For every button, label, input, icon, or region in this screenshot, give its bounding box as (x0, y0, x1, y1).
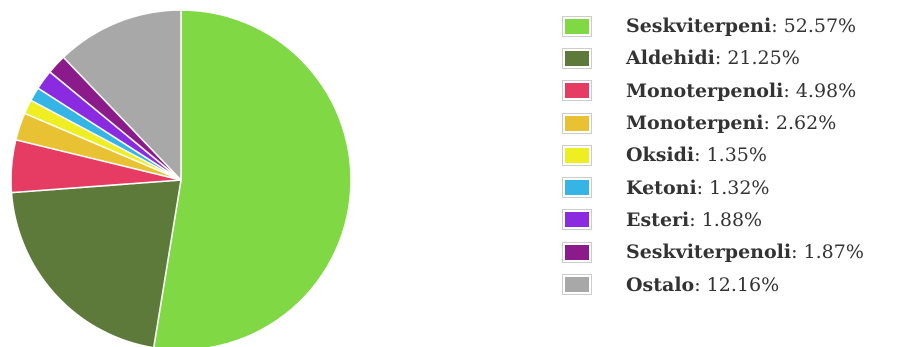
legend-value: : 1.88% (689, 208, 763, 231)
pie-slice-ostalo (62, 9, 182, 182)
legend-swatch-frame (562, 209, 592, 231)
pie-slice-seskviterpeni (153, 9, 352, 347)
legend-item-seskviterpenoli: Seskviterpenoli: 1.87% (562, 236, 864, 268)
legend-swatch (565, 212, 589, 228)
legend-item-monoterpenoli: Monoterpenoli: 4.98% (562, 75, 864, 107)
legend-item-ketoni: Ketoni: 1.32% (562, 171, 864, 203)
legend-item-aldehidi: Aldehidi: 21.25% (562, 42, 864, 74)
legend-entry: Oksidi: 1.35% (626, 144, 767, 166)
legend-swatch (565, 277, 589, 293)
legend-label: Oksidi (626, 144, 695, 167)
legend-entry: Ketoni: 1.32% (626, 177, 769, 199)
legend-value: : 21.25% (714, 47, 800, 70)
legend: Seskviterpeni: 52.57% Aldehidi: 21.25% Mon… (562, 10, 864, 301)
legend-label: Seskviterpeni (626, 15, 772, 38)
legend-label: Aldehidi (626, 47, 715, 70)
legend-swatch (565, 83, 589, 99)
legend-swatch-frame (562, 241, 592, 263)
legend-swatch-frame (562, 274, 592, 296)
legend-swatch (565, 115, 589, 131)
legend-value: : 1.32% (696, 176, 770, 199)
legend-label: Seskviterpenoli (626, 241, 792, 264)
pie-chart (10, 9, 352, 347)
legend-item-oksidi: Oksidi: 1.35% (562, 139, 864, 171)
legend-label: Esteri (626, 208, 690, 231)
legend-item-seskviterpeni: Seskviterpeni: 52.57% (562, 10, 864, 42)
legend-label: Ostalo (626, 273, 695, 296)
legend-swatch-frame (562, 144, 592, 166)
legend-swatch-frame (562, 80, 592, 102)
pie-slice-aldehidi (10, 179, 182, 347)
legend-value: : 4.98% (783, 79, 857, 102)
legend-swatch (565, 180, 589, 196)
legend-item-monoterpeni: Monoterpeni: 2.62% (562, 107, 864, 139)
legend-value: : 1.35% (694, 144, 767, 167)
legend-item-ostalo: Ostalo: 12.16% (562, 268, 864, 300)
legend-entry: Aldehidi: 21.25% (626, 47, 800, 69)
legend-swatch (565, 50, 589, 66)
legend-value: : 52.57% (771, 15, 857, 38)
legend-swatch (565, 147, 589, 163)
legend-label: Monoterpeni (626, 112, 764, 135)
legend-swatch (565, 18, 589, 34)
legend-swatch (565, 244, 589, 260)
legend-value: : 12.16% (694, 273, 780, 296)
legend-value: : 1.87% (791, 241, 864, 264)
legend-value: : 2.62% (763, 112, 837, 135)
legend-swatch-frame (562, 15, 592, 37)
legend-entry: Monoterpenoli: 4.98% (626, 80, 856, 102)
legend-swatch-frame (562, 177, 592, 199)
legend-entry: Seskviterpenoli: 1.87% (626, 241, 864, 263)
legend-entry: Esteri: 1.88% (626, 209, 762, 231)
legend-entry: Ostalo: 12.16% (626, 274, 779, 296)
legend-swatch-frame (562, 112, 592, 134)
legend-entry: Seskviterpeni: 52.57% (626, 15, 856, 37)
legend-swatch-frame (562, 47, 592, 69)
legend-label: Ketoni (626, 176, 697, 199)
legend-item-esteri: Esteri: 1.88% (562, 204, 864, 236)
legend-label: Monoterpenoli (626, 79, 784, 102)
legend-entry: Monoterpeni: 2.62% (626, 112, 836, 134)
